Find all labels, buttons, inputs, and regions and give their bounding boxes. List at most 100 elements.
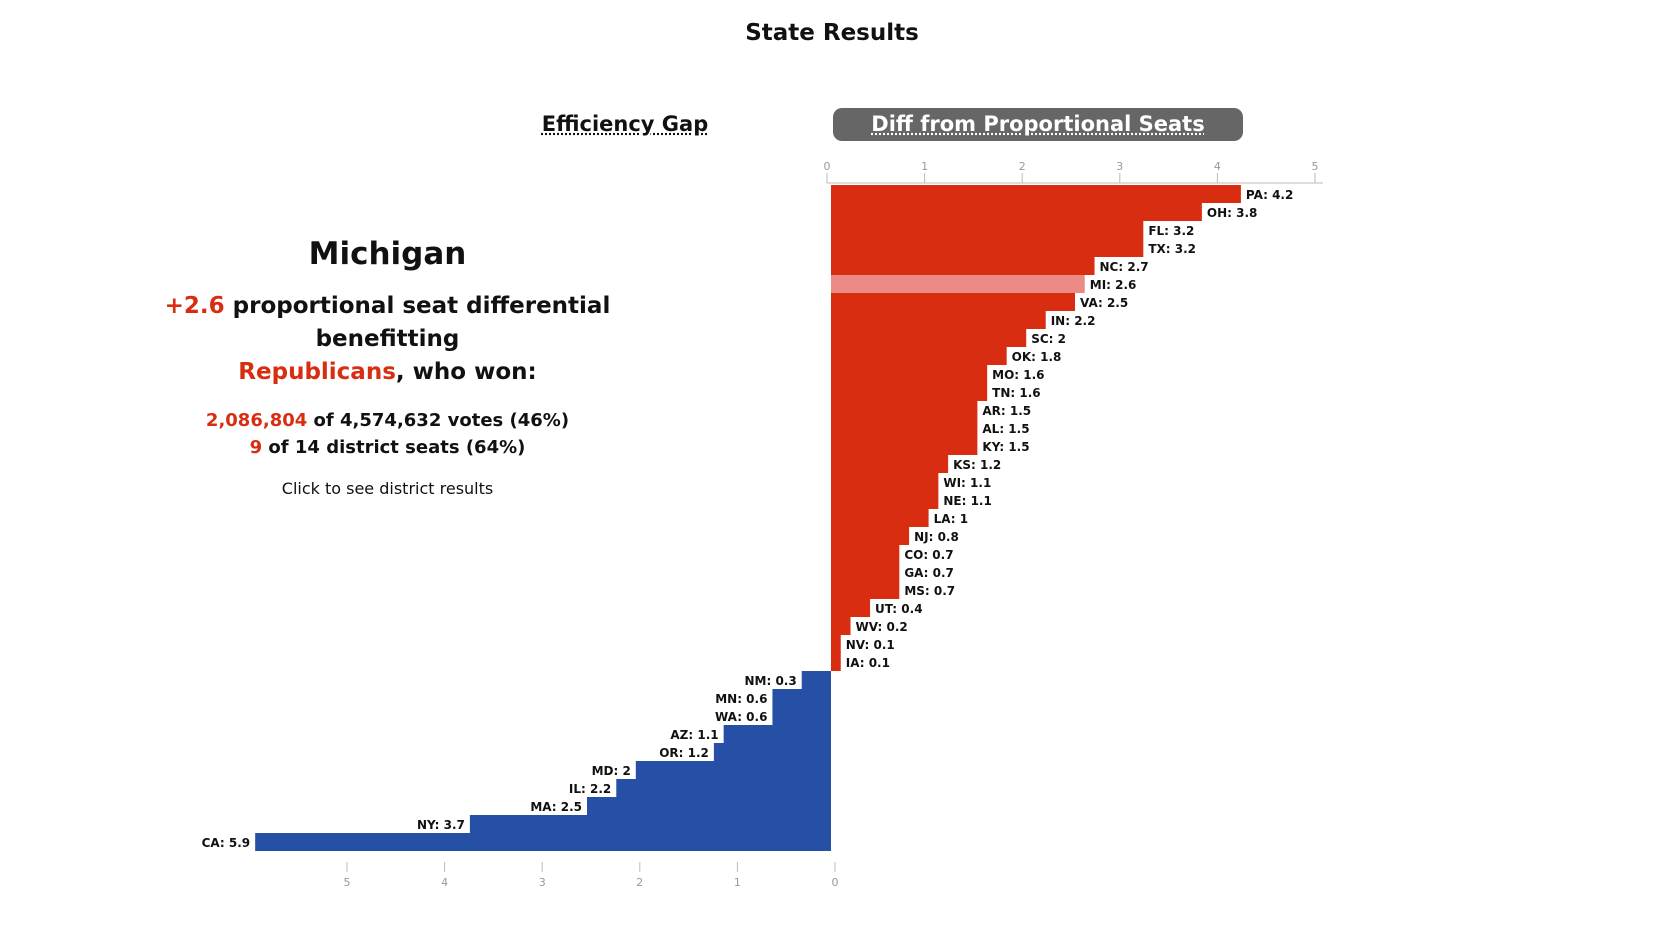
bar-dem-ny[interactable]	[469, 815, 831, 833]
votes-text: of 4,574,632 votes (46%)	[307, 410, 570, 431]
label-dem-ma: MA: 2.5	[530, 800, 582, 814]
bar-dem-nm[interactable]	[801, 671, 831, 689]
bar-rep-nv[interactable]	[831, 635, 841, 653]
votes-won: 2,086,804	[205, 410, 308, 431]
label-rep-co: CO: 0.7	[904, 548, 953, 562]
label-rep-ok: OK: 1.8	[1012, 350, 1062, 364]
label-dem-mn: MN: 0.6	[715, 692, 767, 706]
bar-dem-az[interactable]	[723, 725, 831, 743]
bar-rep-nj[interactable]	[831, 527, 910, 545]
bar-dem-ca[interactable]	[255, 833, 831, 851]
label-rep-sc: SC: 2	[1031, 332, 1066, 346]
top-axis-tick-label: 1	[921, 160, 928, 173]
bar-rep-mi[interactable]	[831, 275, 1085, 293]
headline-text: proportional seat differential benefitti…	[224, 293, 611, 352]
votes-line: 2,086,804 of 4,574,632 votes (46%)	[150, 407, 625, 434]
state-name: Michigan	[308, 236, 467, 272]
label-rep-tx: TX: 3.2	[1148, 242, 1196, 256]
bar-rep-wv[interactable]	[831, 617, 851, 635]
label-dem-ca: CA: 5.9	[202, 836, 251, 850]
bar-dem-ma[interactable]	[587, 797, 831, 815]
bar-rep-al[interactable]	[831, 419, 978, 437]
bar-rep-oh[interactable]	[831, 203, 1202, 221]
headline: +2.6 proportional seat differential bene…	[150, 290, 625, 389]
bar-rep-ks[interactable]	[831, 455, 949, 473]
label-rep-tn: TN: 1.6	[992, 386, 1040, 400]
bar-rep-co[interactable]	[831, 545, 900, 563]
label-rep-mo: MO: 1.6	[992, 368, 1044, 382]
bar-rep-ut[interactable]	[831, 599, 871, 617]
label-rep-nj: NJ: 0.8	[914, 530, 959, 544]
page-title: State Results	[745, 20, 919, 46]
label-dem-or: OR: 1.2	[659, 746, 709, 760]
bottom-axis-tick-label: 3	[539, 876, 546, 889]
bar-rep-la[interactable]	[831, 509, 929, 527]
district-results-link[interactable]: Click to see district results	[281, 479, 494, 498]
label-dem-md: MD: 2	[592, 764, 631, 778]
label-rep-pa: PA: 4.2	[1246, 188, 1293, 202]
tab-diff-proportional-seats[interactable]: Diff from Proportional Seats	[833, 108, 1243, 141]
bar-rep-ia[interactable]	[831, 653, 841, 671]
label-rep-in: IN: 2.2	[1051, 314, 1096, 328]
top-axis-tick-label: 4	[1214, 160, 1221, 173]
label-rep-ga: GA: 0.7	[904, 566, 954, 580]
bar-rep-pa[interactable]	[831, 185, 1241, 203]
bar-dem-mn[interactable]	[772, 689, 831, 707]
bar-rep-ar[interactable]	[831, 401, 978, 419]
bar-dem-md[interactable]	[635, 761, 831, 779]
tab-efficiency-gap[interactable]: Efficiency Gap	[541, 112, 709, 136]
label-rep-ar: AR: 1.5	[982, 404, 1031, 418]
bar-rep-tn[interactable]	[831, 383, 988, 401]
bottom-axis-tick-label: 5	[344, 876, 351, 889]
stats: 2,086,804 of 4,574,632 votes (46%) 9 of …	[150, 407, 625, 461]
seats-won: 9	[249, 437, 263, 458]
bar-rep-ne[interactable]	[831, 491, 939, 509]
label-rep-nv: NV: 0.1	[846, 638, 895, 652]
label-dem-wa: WA: 0.6	[715, 710, 767, 724]
label-rep-va: VA: 2.5	[1080, 296, 1128, 310]
bar-rep-ky[interactable]	[831, 437, 978, 455]
label-dem-nm: NM: 0.3	[745, 674, 797, 688]
bar-rep-tx[interactable]	[831, 239, 1144, 257]
top-axis-tick-label: 0	[824, 160, 831, 173]
differential-value: +2.6	[164, 293, 225, 319]
label-rep-ut: UT: 0.4	[875, 602, 923, 616]
state-info-panel: Michigan +2.6 proportional seat differen…	[150, 236, 625, 498]
label-rep-wv: WV: 0.2	[856, 620, 908, 634]
label-rep-nc: NC: 2.7	[1100, 260, 1149, 274]
label-rep-al: AL: 1.5	[982, 422, 1029, 436]
top-axis-tick-label: 2	[1019, 160, 1026, 173]
bar-rep-nc[interactable]	[831, 257, 1095, 275]
bar-dem-wa[interactable]	[772, 707, 831, 725]
bottom-axis-tick-label: 1	[734, 876, 741, 889]
label-dem-az: AZ: 1.1	[670, 728, 718, 742]
party-name: Republicans	[238, 359, 396, 385]
bar-rep-mo[interactable]	[831, 365, 988, 383]
seats-text: of 14 district seats (64%)	[262, 437, 526, 458]
bar-dem-or[interactable]	[713, 743, 831, 761]
label-rep-wi: WI: 1.1	[943, 476, 991, 490]
top-axis-tick-label: 3	[1116, 160, 1123, 173]
bar-dem-il[interactable]	[616, 779, 831, 797]
label-dem-il: IL: 2.2	[569, 782, 611, 796]
bar-rep-in[interactable]	[831, 311, 1046, 329]
label-rep-ks: KS: 1.2	[953, 458, 1001, 472]
seats-line: 9 of 14 district seats (64%)	[150, 434, 625, 461]
label-rep-ia: IA: 0.1	[846, 656, 890, 670]
bar-rep-fl[interactable]	[831, 221, 1144, 239]
bar-rep-ms[interactable]	[831, 581, 900, 599]
label-rep-la: LA: 1	[934, 512, 968, 526]
label-rep-oh: OH: 3.8	[1207, 206, 1257, 220]
bar-rep-va[interactable]	[831, 293, 1075, 311]
label-rep-ms: MS: 0.7	[904, 584, 955, 598]
bar-rep-ga[interactable]	[831, 563, 900, 581]
label-dem-ny: NY: 3.7	[417, 818, 465, 832]
label-rep-ky: KY: 1.5	[982, 440, 1029, 454]
bar-rep-wi[interactable]	[831, 473, 939, 491]
bar-rep-sc[interactable]	[831, 329, 1027, 347]
label-rep-fl: FL: 3.2	[1148, 224, 1194, 238]
bottom-axis-tick-label: 0	[832, 876, 839, 889]
bar-rep-ok[interactable]	[831, 347, 1007, 365]
